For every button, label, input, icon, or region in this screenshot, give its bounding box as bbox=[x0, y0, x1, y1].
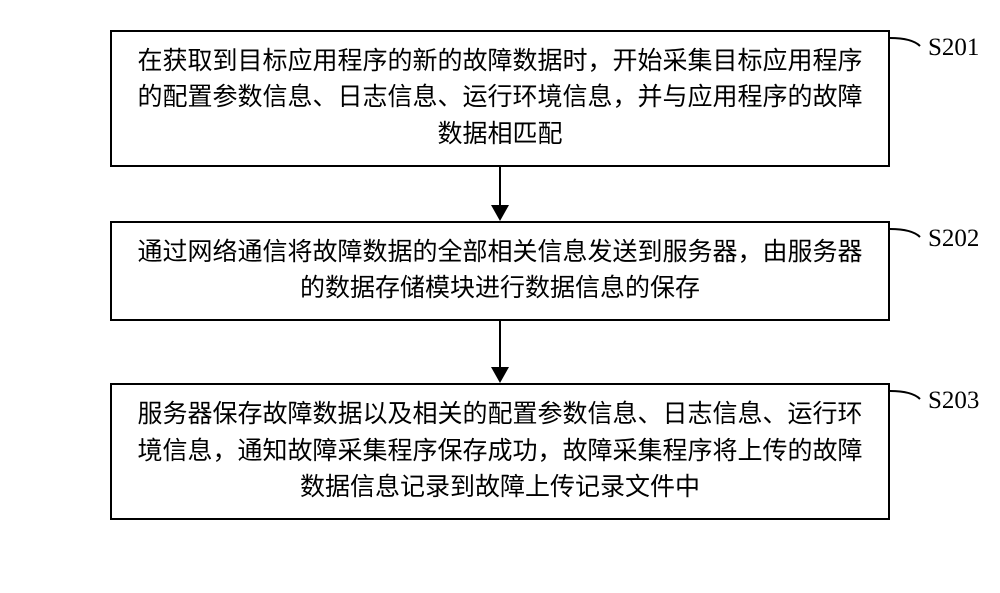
flow-step-text: 通过网络通信将故障数据的全部相关信息发送到服务器，由服务器的数据存储模块进行数据… bbox=[132, 235, 868, 308]
flow-step-row: 在获取到目标应用程序的新的故障数据时，开始采集目标应用程序的配置参数信息、日志信… bbox=[50, 30, 950, 167]
arrow-line bbox=[499, 321, 501, 367]
arrow-head-icon bbox=[491, 367, 509, 383]
flow-step-label: S201 bbox=[928, 34, 979, 62]
flow-step-box-3: 服务器保存故障数据以及相关的配置参数信息、日志信息、运行环境信息，通知故障采集程… bbox=[110, 383, 890, 520]
flow-step-label: S202 bbox=[928, 225, 979, 253]
flow-step-box-2: 通过网络通信将故障数据的全部相关信息发送到服务器，由服务器的数据存储模块进行数据… bbox=[110, 221, 890, 322]
arrow-head-icon bbox=[491, 205, 509, 221]
flow-step-row: 通过网络通信将故障数据的全部相关信息发送到服务器，由服务器的数据存储模块进行数据… bbox=[50, 221, 950, 322]
flow-arrow-1 bbox=[491, 167, 509, 221]
arrow-line bbox=[499, 167, 501, 205]
flow-step-text: 在获取到目标应用程序的新的故障数据时，开始采集目标应用程序的配置参数信息、日志信… bbox=[132, 44, 868, 153]
flowchart-container: 在获取到目标应用程序的新的故障数据时，开始采集目标应用程序的配置参数信息、日志信… bbox=[50, 30, 950, 520]
flow-step-label: S203 bbox=[928, 387, 979, 415]
flow-step-text: 服务器保存故障数据以及相关的配置参数信息、日志信息、运行环境信息，通知故障采集程… bbox=[132, 397, 868, 506]
flow-step-box-1: 在获取到目标应用程序的新的故障数据时，开始采集目标应用程序的配置参数信息、日志信… bbox=[110, 30, 890, 167]
flow-arrow-2 bbox=[491, 321, 509, 383]
flow-step-row: 服务器保存故障数据以及相关的配置参数信息、日志信息、运行环境信息，通知故障采集程… bbox=[50, 383, 950, 520]
